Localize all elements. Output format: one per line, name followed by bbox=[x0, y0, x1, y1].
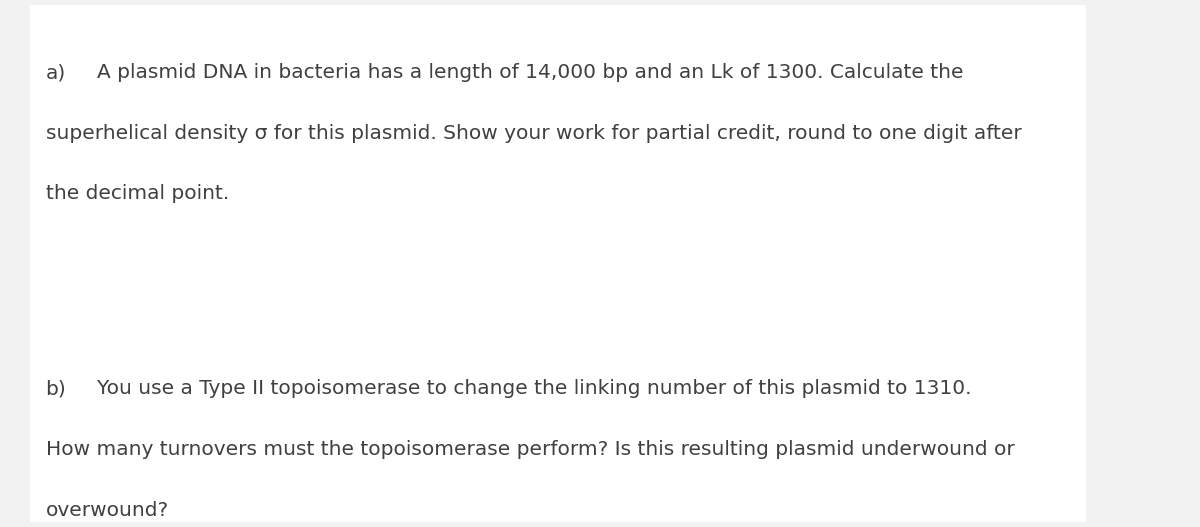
Text: the decimal point.: the decimal point. bbox=[46, 184, 229, 203]
Text: a): a) bbox=[46, 63, 66, 82]
Text: You use a Type II topoisomerase to change the linking number of this plasmid to : You use a Type II topoisomerase to chang… bbox=[46, 379, 971, 398]
Text: superhelical density σ for this plasmid. Show your work for partial credit, roun: superhelical density σ for this plasmid.… bbox=[46, 124, 1021, 143]
Text: overwound?: overwound? bbox=[46, 501, 169, 520]
FancyBboxPatch shape bbox=[30, 5, 1086, 522]
Text: A plasmid DNA in bacteria has a length of 14,000 bp and an Lk of 1300. Calculate: A plasmid DNA in bacteria has a length o… bbox=[46, 63, 964, 82]
Text: b): b) bbox=[46, 379, 66, 398]
Text: How many turnovers must the topoisomerase perform? Is this resulting plasmid und: How many turnovers must the topoisomeras… bbox=[46, 440, 1014, 459]
